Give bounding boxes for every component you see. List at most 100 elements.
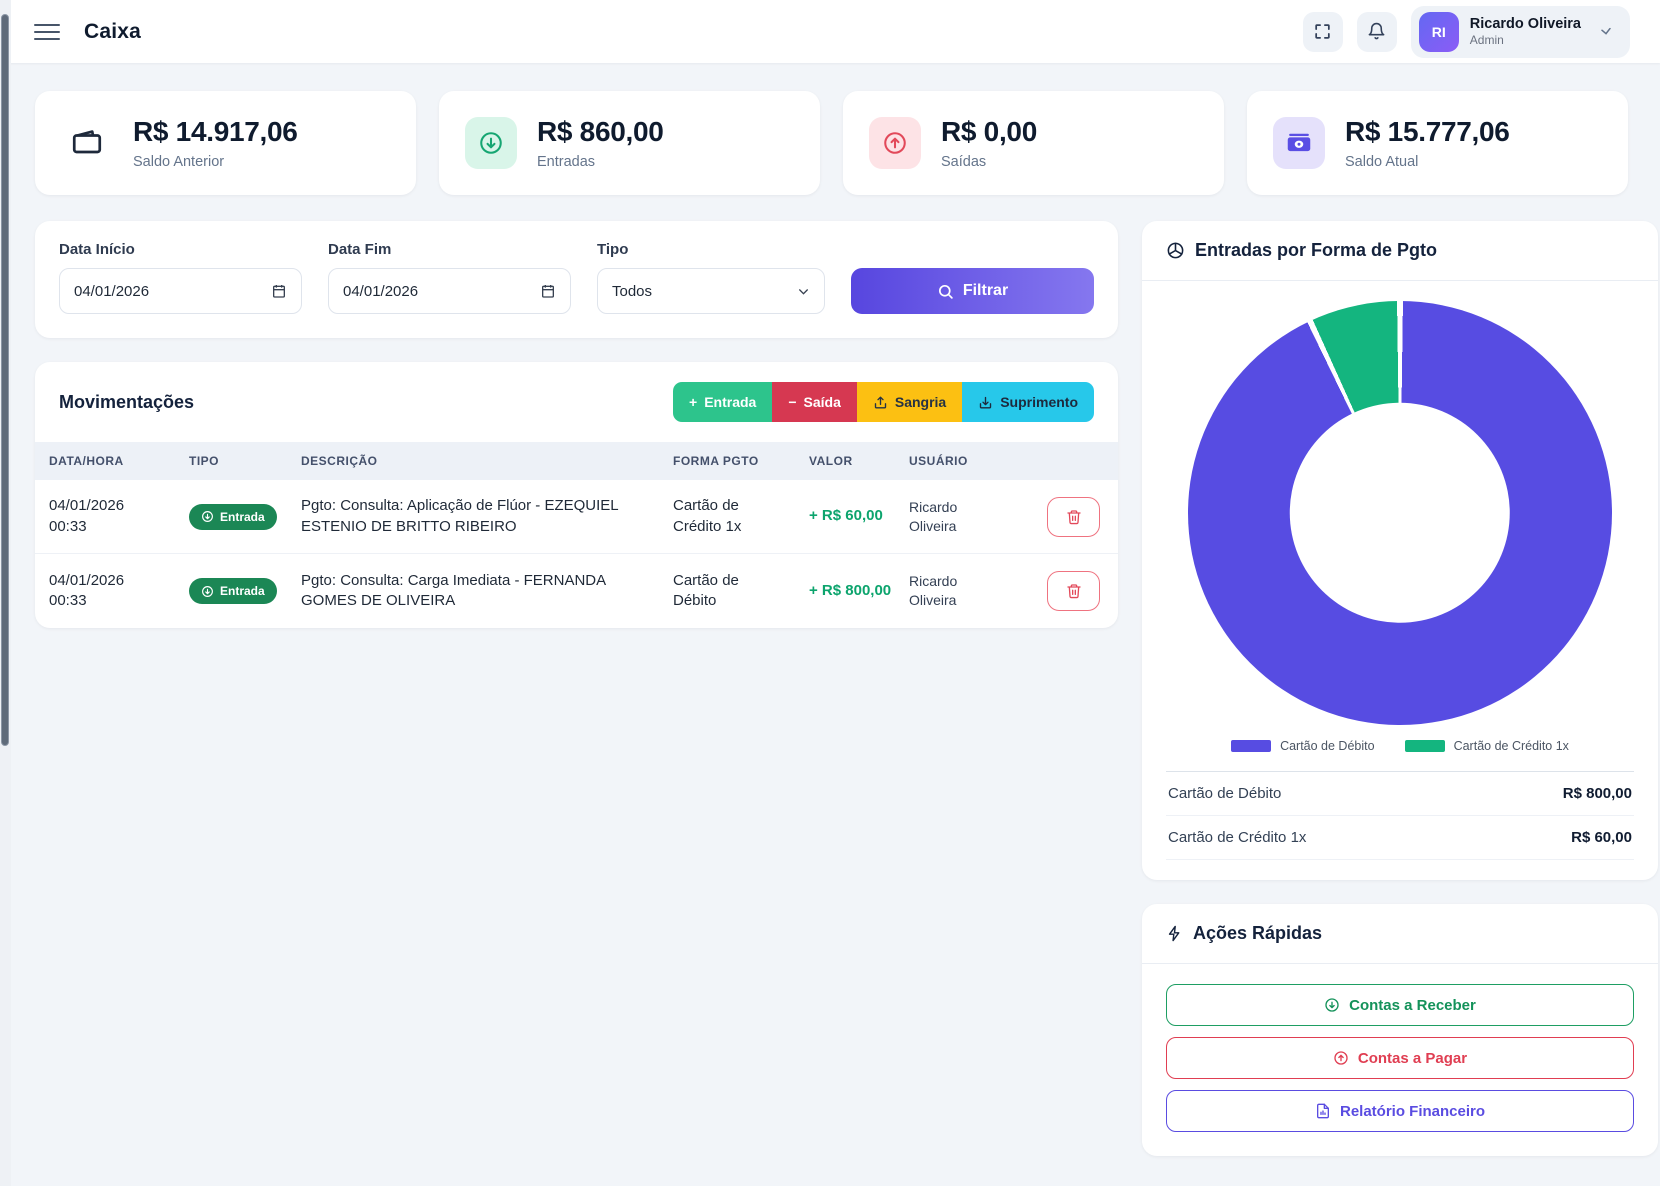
pie-chart-icon <box>1167 242 1184 259</box>
right-column: Entradas por Forma de Pgto Cartão de Déb… <box>1142 221 1658 1156</box>
quick-actions-title-row: Ações Rápidas <box>1142 904 1658 964</box>
card-text: R$ 860,00 Entradas <box>537 116 664 170</box>
chart-title: Entradas por Forma de Pgto <box>1166 240 1634 261</box>
movement-actions: + Entrada − Saída Sangria <box>673 382 1094 422</box>
user-name: Ricardo Oliveira <box>1469 16 1581 33</box>
banknote-icon <box>1273 117 1325 169</box>
minus-icon: − <box>788 394 797 410</box>
suprimento-button[interactable]: Suprimento <box>962 382 1094 422</box>
card-label: Entradas <box>537 154 596 170</box>
topbar-actions: RI Ricardo Oliveira Admin <box>1302 5 1630 58</box>
card-label: Saldo Anterior <box>133 154 225 170</box>
left-scrollbar-thumb[interactable] <box>1 14 9 746</box>
menu-toggle-icon[interactable] <box>34 19 60 45</box>
cell-valor: + R$ 800,00 <box>809 581 892 599</box>
col-tipo: TIPO <box>189 454 220 468</box>
movements-title: Movimentações <box>59 391 195 412</box>
card-value: R$ 14.917,06 <box>133 116 298 147</box>
add-entrada-button[interactable]: + Entrada <box>673 382 773 422</box>
tipo-select[interactable]: Todos <box>597 268 825 314</box>
field-data-fim: Data Fim 04/01/2026 <box>328 241 571 314</box>
table-row: 04/01/2026 00:33 Entrada Pgto: Consulta:… <box>35 554 1118 628</box>
col-valor: VALOR <box>809 454 853 468</box>
chart-legend: Cartão de Débito Cartão de Crédito 1x <box>1142 739 1658 753</box>
quick-actions-title: Ações Rápidas <box>1166 923 1634 944</box>
report-icon <box>1316 1103 1329 1119</box>
trash-icon <box>1066 509 1081 524</box>
cell-descricao: Pgto: Consulta: Aplicação de Flúor - EZE… <box>301 497 619 535</box>
card-value: R$ 15.777,06 <box>1345 116 1510 147</box>
cell-forma: Cartão de Crédito 1x <box>673 497 742 535</box>
field-tipo: Tipo Todos <box>597 241 825 314</box>
card-saidas: R$ 0,00 Saídas <box>843 91 1224 195</box>
donut-hole <box>1289 402 1511 624</box>
wallet-icon <box>61 117 113 169</box>
legend-swatch <box>1404 740 1445 752</box>
add-saida-button[interactable]: − Saída <box>772 382 857 422</box>
card-label: Saldo Atual <box>1345 154 1419 170</box>
arrow-up-circle-icon <box>1334 1051 1348 1065</box>
user-menu[interactable]: RI Ricardo Oliveira Admin <box>1410 5 1630 58</box>
chart-breakdown: Cartão de Débito R$ 800,00 Cartão de Cré… <box>1166 771 1634 860</box>
card-saldo-atual: R$ 15.777,06 Saldo Atual <box>1247 91 1628 195</box>
status-badge: Entrada <box>189 503 277 530</box>
card-saldo-anterior: R$ 14.917,06 Saldo Anterior <box>35 91 416 195</box>
contas-a-pagar-button[interactable]: Contas a Pagar <box>1166 1037 1634 1079</box>
card-text: R$ 0,00 Saídas <box>941 116 1037 170</box>
cell-usuario: Ricardo Oliveira <box>909 573 958 608</box>
sangria-button[interactable]: Sangria <box>856 382 963 422</box>
arrow-down-circle-icon <box>465 117 517 169</box>
breakdown-row: Cartão de Débito R$ 800,00 <box>1166 772 1634 816</box>
chart-title-row: Entradas por Forma de Pgto <box>1142 221 1658 281</box>
cell-descricao: Pgto: Consulta: Carga Imediata - FERNAND… <box>301 571 606 609</box>
data-inicio-input[interactable]: 04/01/2026 <box>59 268 302 314</box>
arrow-down-circle-icon <box>202 585 213 597</box>
cell-forma: Cartão de Débito <box>673 571 739 609</box>
upload-icon <box>874 396 887 408</box>
fullscreen-button[interactable] <box>1302 11 1343 52</box>
notifications-button[interactable] <box>1356 11 1397 52</box>
legend-item[interactable]: Cartão de Crédito 1x <box>1404 739 1569 753</box>
search-icon <box>938 284 953 299</box>
data-inicio-label: Data Início <box>59 241 135 258</box>
cell-tipo: Entrada <box>189 578 301 604</box>
col-descricao: DESCRIÇÃO <box>301 454 378 468</box>
cell-tipo: Entrada <box>189 503 301 530</box>
status-badge: Entrada <box>189 578 277 604</box>
page-content: R$ 14.917,06 Saldo Anterior R$ 860,00 En… <box>0 63 1660 1156</box>
legend-item[interactable]: Cartão de Débito <box>1231 739 1375 753</box>
calendar-icon <box>273 285 285 298</box>
data-fim-input[interactable]: 04/01/2026 <box>328 268 571 314</box>
relatorio-financeiro-button[interactable]: Relatório Financeiro <box>1166 1090 1634 1132</box>
chart-panel: Entradas por Forma de Pgto Cartão de Déb… <box>1142 221 1658 880</box>
topbar: Caixa RI Ricardo Oliveira Admin <box>0 0 1660 63</box>
cell-actions <box>1027 496 1100 537</box>
card-value: R$ 0,00 <box>941 116 1037 147</box>
left-column: Data Início 04/01/2026 Data Fim 04/01/20… <box>35 221 1118 628</box>
card-text: R$ 14.917,06 Saldo Anterior <box>133 116 298 170</box>
tipo-value: Todos <box>612 282 653 300</box>
plus-icon: + <box>689 394 698 410</box>
col-usuario: USUÁRIO <box>909 454 968 468</box>
card-value: R$ 860,00 <box>537 116 664 147</box>
data-inicio-value: 04/01/2026 <box>74 282 150 300</box>
cell-datahora: 04/01/2026 00:33 <box>49 571 125 609</box>
bell-icon <box>1368 22 1385 40</box>
filter-button-label: Filtrar <box>962 282 1009 299</box>
chevron-down-icon <box>799 288 808 295</box>
calendar-icon <box>542 285 554 298</box>
data-fim-value: 04/01/2026 <box>343 282 419 300</box>
donut-chart-wrap <box>1188 301 1612 725</box>
filter-button[interactable]: Filtrar <box>851 268 1094 314</box>
breakdown-row: Cartão de Crédito 1x R$ 60,00 <box>1166 816 1634 860</box>
arrow-down-circle-icon <box>202 511 213 522</box>
quick-actions-panel: Ações Rápidas Contas a Receber Contas a … <box>1142 904 1658 1156</box>
fullscreen-icon <box>1315 24 1330 39</box>
contas-a-receber-button[interactable]: Contas a Receber <box>1166 984 1634 1026</box>
delete-button[interactable] <box>1047 496 1100 537</box>
legend-swatch <box>1231 740 1272 752</box>
delete-button[interactable] <box>1047 571 1100 611</box>
user-role: Admin <box>1469 33 1504 48</box>
col-datahora: DATA/HORA <box>49 454 124 468</box>
avatar: RI <box>1418 11 1459 52</box>
